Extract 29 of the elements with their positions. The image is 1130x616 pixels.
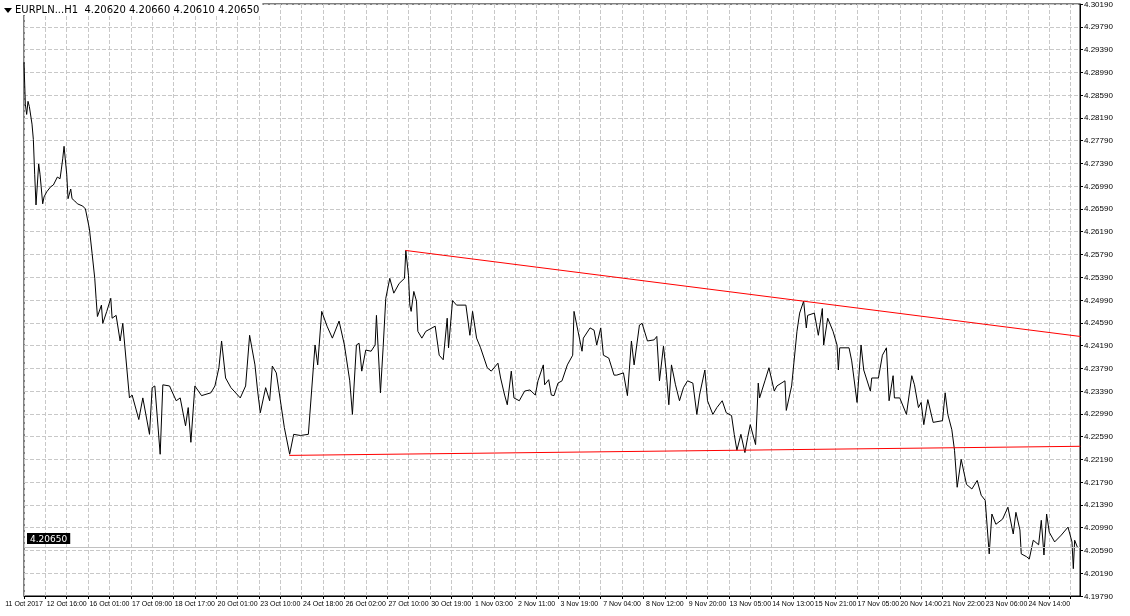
y-tick-label: 4.24590 bbox=[1084, 318, 1114, 328]
chart-title: EURPLN...H1 4.20620 4.20660 4.20610 4.20650 bbox=[15, 3, 260, 15]
y-tick-label: 4.27790 bbox=[1084, 136, 1114, 146]
y-tick-label: 4.21390 bbox=[1084, 500, 1114, 510]
y-tick-label: 4.26590 bbox=[1084, 204, 1114, 214]
y-tick-label: 4.20590 bbox=[1084, 545, 1114, 555]
y-tick-label: 4.29390 bbox=[1084, 45, 1114, 55]
y-tick-label: 4.24990 bbox=[1084, 295, 1114, 305]
y-tick-label: 4.26190 bbox=[1084, 227, 1114, 237]
y-tick-label: 4.29790 bbox=[1084, 22, 1114, 32]
y-tick-label: 4.19790 bbox=[1084, 591, 1114, 601]
y-tick-label: 4.22990 bbox=[1084, 409, 1114, 419]
y-tick-label: 4.22190 bbox=[1084, 454, 1114, 464]
y-tick-label: 4.27390 bbox=[1084, 158, 1114, 168]
y-tick-label: 4.21790 bbox=[1084, 477, 1114, 487]
y-tick-label: 4.26990 bbox=[1084, 181, 1114, 191]
y-tick-label: 4.25790 bbox=[1084, 249, 1114, 259]
y-tick-label: 4.24190 bbox=[1084, 341, 1114, 351]
ref-line-label: 4.20650 bbox=[30, 533, 68, 544]
y-tick-label: 4.25390 bbox=[1084, 272, 1114, 282]
y-tick-label: 4.28990 bbox=[1084, 67, 1114, 77]
y-tick-label: 4.20190 bbox=[1084, 568, 1114, 578]
y-tick-label: 4.30190 bbox=[1084, 0, 1114, 9]
y-tick-label: 4.28590 bbox=[1084, 90, 1114, 100]
y-tick-label: 4.22590 bbox=[1084, 432, 1114, 442]
y-tick-label: 4.23790 bbox=[1084, 363, 1114, 373]
y-tick-label: 4.28190 bbox=[1084, 113, 1114, 123]
y-tick-label: 4.23390 bbox=[1084, 386, 1114, 396]
y-tick-label: 4.20990 bbox=[1084, 523, 1114, 533]
